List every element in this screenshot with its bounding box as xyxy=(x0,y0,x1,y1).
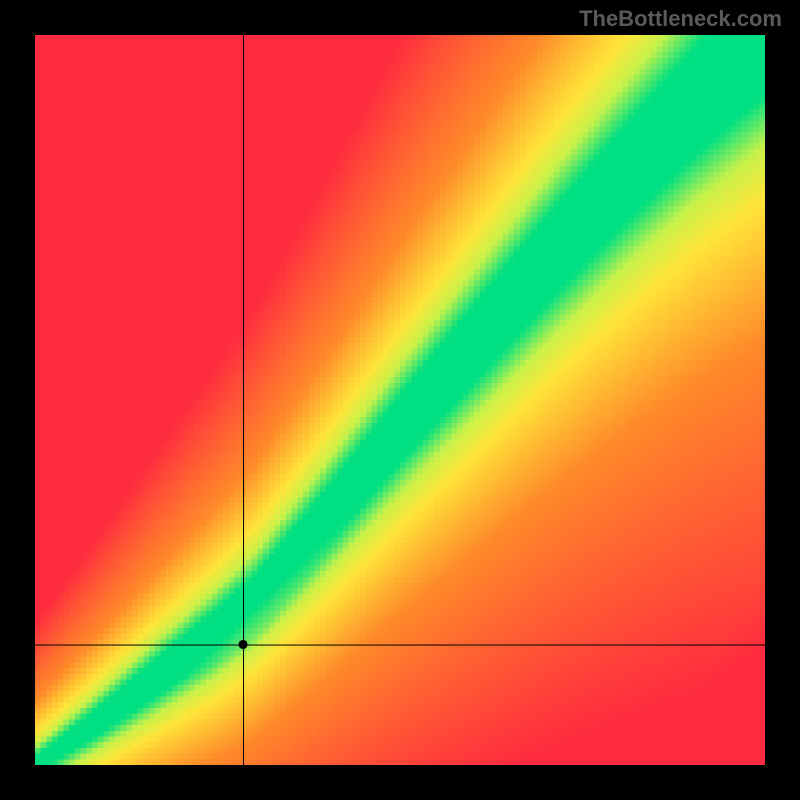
heatmap-plot xyxy=(35,35,765,765)
chart-container: TheBottleneck.com xyxy=(0,0,800,800)
watermark-text: TheBottleneck.com xyxy=(579,6,782,32)
crosshair-overlay xyxy=(35,35,765,765)
